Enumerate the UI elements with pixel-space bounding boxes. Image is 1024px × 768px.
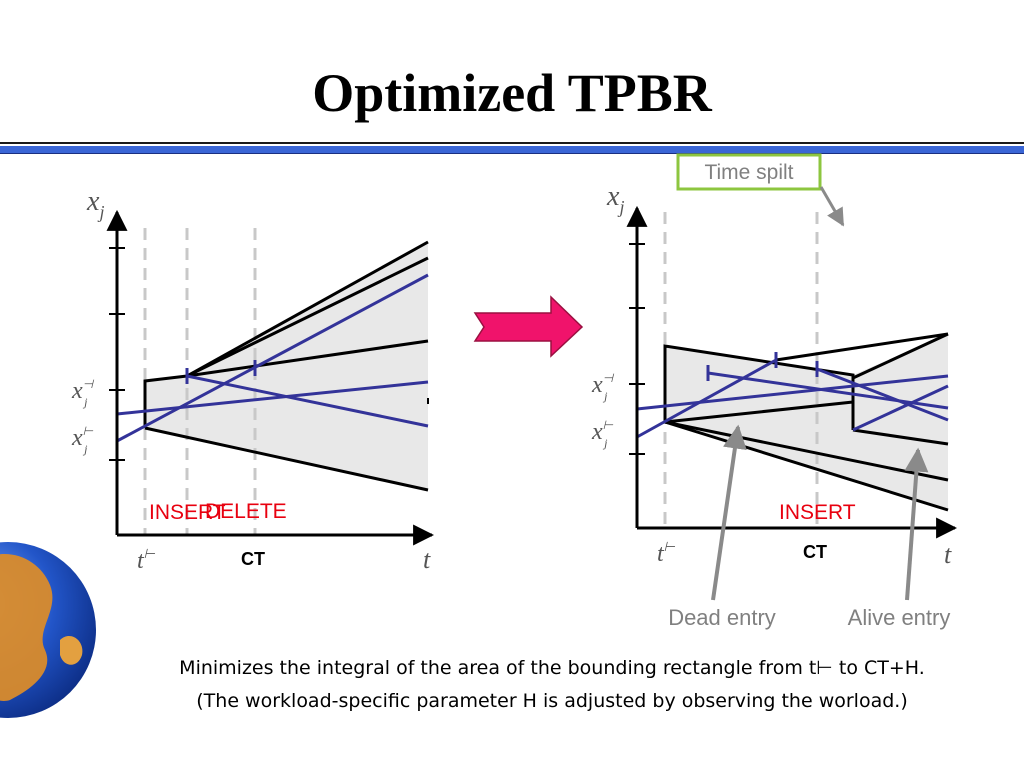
title-divider (0, 142, 1024, 144)
left-insert-label: INSERT (149, 501, 226, 524)
time-split-callout: Time spilt (676, 153, 845, 227)
left-boundary-2 (186, 240, 429, 378)
slide-title: Optimized TPBR (312, 63, 712, 123)
left-upper-boundary (143, 339, 429, 428)
left-x-axis-label: t (423, 545, 431, 574)
caption-line-1: Minimizes the integral of the area of th… (179, 657, 925, 679)
right-ct-label: CT (803, 542, 827, 562)
right-trajectory-3 (707, 371, 949, 410)
right-diagram: xj t t⊢ CT x⊣ j x⊢ j INSERT (591, 181, 958, 569)
alive-entry-callout: Alive entry (848, 447, 951, 630)
right-boundary-fan-2 (664, 420, 949, 512)
right-tstart-label: t⊢ (657, 539, 676, 567)
dead-entry-callout: Dead entry (668, 424, 776, 630)
left-ct-label: CT (241, 549, 265, 569)
transition-arrow-icon (473, 295, 584, 358)
right-x-lower-label: x⊢ j (591, 418, 614, 450)
right-trajectory-1 (636, 358, 777, 439)
svg-text:Time spilt: Time spilt (704, 161, 793, 184)
svg-text:Dead entry: Dead entry (668, 605, 776, 630)
left-trajectory-2 (116, 380, 429, 416)
right-y-axis-label: xj (606, 181, 624, 217)
right-x-axis-label: t (944, 540, 952, 569)
left-lower-boundary (144, 426, 429, 492)
right-trajectory-4 (816, 367, 949, 422)
globe-icon (0, 542, 96, 718)
dead-entry-pointer (711, 424, 747, 601)
right-alive-upper (775, 332, 949, 362)
left-diagram: xj t t⊢ CT x⊣ j x⊢ j INSERT DELETE (71, 186, 435, 574)
left-trajectory-1 (116, 273, 429, 443)
time-split-pointer (819, 186, 845, 227)
left-trajectory-3 (186, 374, 429, 428)
left-tstart-label: t⊢ (137, 546, 156, 574)
left-x-lower-label: x⊢ j (71, 424, 94, 456)
right-x-upper-label: x⊣ j (591, 371, 615, 403)
left-delete-label: DELETE (205, 500, 287, 523)
left-y-axis-label: xj (86, 186, 104, 222)
right-trajectory-5 (852, 384, 949, 432)
left-boundary-3 (186, 256, 429, 378)
title-accent-band (0, 146, 1024, 154)
right-trajectory-2 (636, 374, 949, 411)
left-x-upper-label: x⊣ j (71, 377, 95, 409)
right-alive-box (851, 332, 949, 430)
right-boundary-fan-1 (664, 420, 949, 482)
right-alive-lower (852, 428, 949, 446)
right-bounding-region (665, 334, 948, 510)
svg-text:Alive entry: Alive entry (848, 605, 951, 630)
caption-line-2: (The workload-specific parameter H is ad… (196, 690, 908, 712)
left-bounding-region (145, 242, 428, 490)
right-insert-label: INSERT (779, 501, 856, 524)
right-dead-lower (664, 400, 854, 424)
alive-entry-pointer (904, 447, 929, 601)
